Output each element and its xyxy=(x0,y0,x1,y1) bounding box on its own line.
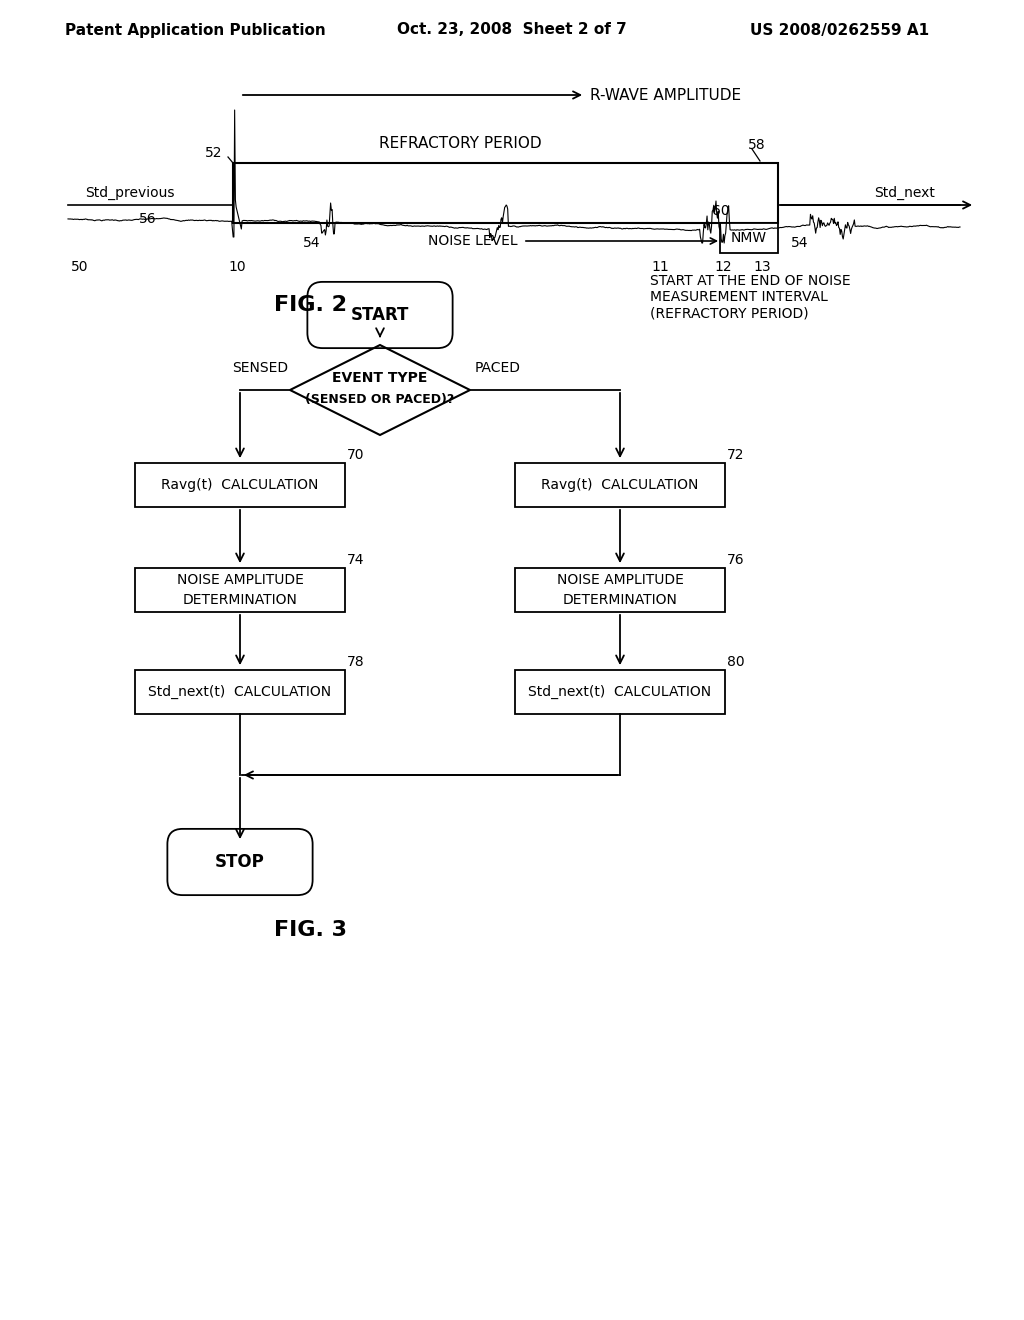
Text: 50: 50 xyxy=(72,260,89,275)
Text: FIG. 3: FIG. 3 xyxy=(273,920,346,940)
Text: SENSED: SENSED xyxy=(232,360,288,375)
Text: 12: 12 xyxy=(714,260,732,275)
Bar xyxy=(135,463,345,507)
Text: Patent Application Publication: Patent Application Publication xyxy=(65,22,326,37)
Bar xyxy=(720,223,778,253)
Text: Std_next(t)  CALCULATION: Std_next(t) CALCULATION xyxy=(528,685,712,700)
Text: FIG. 2: FIG. 2 xyxy=(273,294,346,315)
Text: Ravg(t)  CALCULATION: Ravg(t) CALCULATION xyxy=(162,478,318,492)
Bar xyxy=(515,568,725,612)
Text: DETERMINATION: DETERMINATION xyxy=(182,593,297,607)
Text: 60: 60 xyxy=(712,205,730,218)
Text: Std_next(t)  CALCULATION: Std_next(t) CALCULATION xyxy=(148,685,332,700)
Bar xyxy=(233,162,778,223)
Text: Oct. 23, 2008  Sheet 2 of 7: Oct. 23, 2008 Sheet 2 of 7 xyxy=(397,22,627,37)
Text: 70: 70 xyxy=(347,447,365,462)
Bar xyxy=(515,463,725,507)
Text: 11: 11 xyxy=(651,260,669,275)
Text: PACED: PACED xyxy=(475,360,521,375)
Text: 58: 58 xyxy=(748,139,766,152)
Text: STOP: STOP xyxy=(215,853,265,871)
Text: START: START xyxy=(351,306,410,323)
Text: 72: 72 xyxy=(727,447,744,462)
Text: 76: 76 xyxy=(727,553,744,568)
Text: REFRACTORY PERIOD: REFRACTORY PERIOD xyxy=(379,136,542,150)
Bar xyxy=(135,568,345,612)
FancyBboxPatch shape xyxy=(307,282,453,348)
Bar xyxy=(135,671,345,714)
Text: DETERMINATION: DETERMINATION xyxy=(562,593,678,607)
Text: 74: 74 xyxy=(347,553,365,568)
Text: 10: 10 xyxy=(228,260,246,275)
Text: (SENSED OR PACED)?: (SENSED OR PACED)? xyxy=(305,393,455,407)
Text: NOISE LEVEL: NOISE LEVEL xyxy=(428,234,518,248)
Text: 56: 56 xyxy=(139,213,157,226)
Text: START AT THE END OF NOISE
MEASUREMENT INTERVAL
(REFRACTORY PERIOD): START AT THE END OF NOISE MEASUREMENT IN… xyxy=(650,273,851,321)
Text: US 2008/0262559 A1: US 2008/0262559 A1 xyxy=(751,22,930,37)
Text: NMW: NMW xyxy=(731,231,767,246)
Bar xyxy=(515,671,725,714)
Text: Std_next: Std_next xyxy=(874,186,936,201)
Text: 54: 54 xyxy=(792,236,809,249)
Text: 13: 13 xyxy=(754,260,771,275)
Text: Ravg(t)  CALCULATION: Ravg(t) CALCULATION xyxy=(542,478,698,492)
Text: NOISE AMPLITUDE: NOISE AMPLITUDE xyxy=(176,573,303,587)
Text: 54: 54 xyxy=(303,236,321,249)
Text: 80: 80 xyxy=(727,655,744,669)
Text: 52: 52 xyxy=(205,147,222,160)
FancyBboxPatch shape xyxy=(167,829,312,895)
Text: NOISE AMPLITUDE: NOISE AMPLITUDE xyxy=(557,573,683,587)
Text: R-WAVE AMPLITUDE: R-WAVE AMPLITUDE xyxy=(590,87,741,103)
Text: 78: 78 xyxy=(347,655,365,669)
Text: Std_previous: Std_previous xyxy=(85,186,175,201)
Text: EVENT TYPE: EVENT TYPE xyxy=(333,371,428,385)
